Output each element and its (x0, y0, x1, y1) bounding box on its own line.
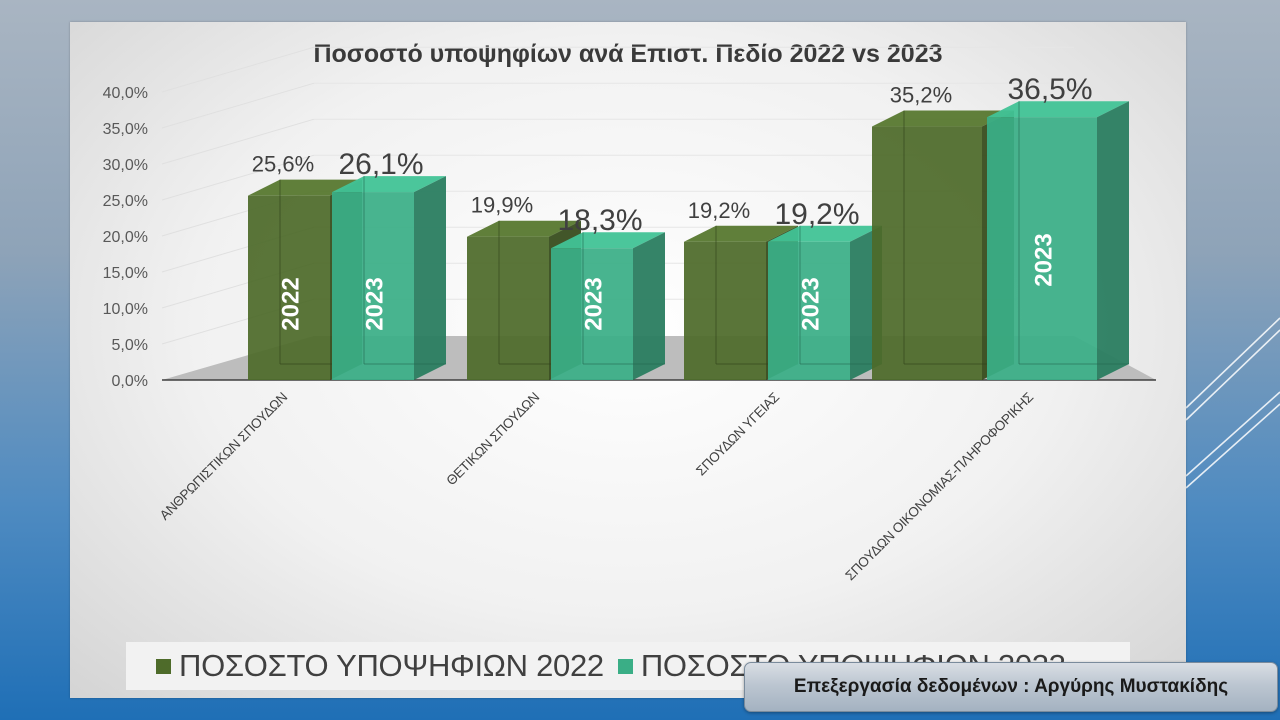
chart-panel: Ποσοστό υποψηφίων ανά Επιστ. Πεδίο 2022 … (70, 22, 1186, 698)
x-category-label-0: ΑΝΘΡΩΠΙΣΤΙΚΩΝ ΣΠΟΥΔΩΝ (157, 390, 290, 523)
bar-top (768, 225, 882, 242)
bar-inner-label-2023-1: 2023 (581, 277, 608, 330)
chart-svg: Ποσοστό υποψηφίων ανά Επιστ. Πεδίο 2022 … (103, 40, 1156, 584)
bar-front (248, 195, 330, 380)
legend-item-2022: ΠΟΣΟΣΤΟ ΥΠΟΨΗΦΙΩΝ 2022 (156, 648, 604, 684)
legend-swatch-2022 (156, 658, 171, 674)
y-tick-label: 30,0% (103, 157, 148, 174)
bar-2023-1 (551, 232, 665, 380)
y-tick-label: 10,0% (103, 301, 148, 318)
gridline-diag (161, 46, 315, 93)
data-label-2022-1: 19,9% (471, 193, 533, 218)
y-tick-label: 40,0% (103, 85, 148, 102)
data-label-2022-3: 35,2% (890, 83, 952, 108)
data-label-2022-2: 19,2% (688, 198, 750, 223)
bar-front (684, 241, 766, 380)
y-tick-label: 5,0% (112, 337, 148, 354)
bar-inner-label-2023-3: 2023 (1031, 233, 1058, 286)
bar-front (332, 192, 414, 380)
x-category-label-2: ΣΠΟΥΔΩΝ ΥΓΕΙΑΣ (693, 390, 782, 479)
data-label-2022-0: 25,6% (252, 152, 314, 177)
data-label-2023-3: 36,5% (1007, 73, 1092, 106)
bar-side (414, 176, 446, 380)
legend-label-2022: ΠΟΣΟΣΤΟ ΥΠΟΨΗΦΙΩΝ 2022 (179, 648, 604, 683)
bar-front (987, 117, 1097, 380)
y-tick-label: 20,0% (103, 229, 148, 246)
credit-box: Επεξεργασία δεδομένων : Αργύρης Μυστακίδ… (744, 662, 1278, 712)
bar-inner-label-2023-0: 2023 (362, 277, 389, 330)
bar-2023-3 (987, 101, 1129, 380)
credit-text: Επεξεργασία δεδομένων : Αργύρης Μυστακίδ… (793, 676, 1229, 697)
y-tick-label: 25,0% (103, 193, 148, 210)
bar-2023-0 (332, 176, 446, 380)
bar-side (633, 232, 665, 380)
y-tick-label: 0,0% (112, 373, 148, 390)
bar-front (467, 236, 549, 380)
data-label-2023-2: 19,2% (774, 198, 859, 231)
legend-swatch-2023 (617, 658, 633, 674)
chart-title: Ποσοστό υποψηφίων ανά Επιστ. Πεδίο 2022 … (313, 40, 942, 68)
bar-inner-label-2022-0: 2022 (278, 277, 305, 330)
gridline-diag (161, 82, 315, 129)
bar-front (872, 126, 982, 380)
bar-side (1097, 101, 1129, 380)
bar-2023-2 (768, 225, 882, 380)
gridline-diag (161, 118, 315, 165)
x-category-label-1: ΘΕΤΙΚΩΝ ΣΠΟΥΔΩΝ (443, 390, 542, 489)
bar-front (551, 248, 633, 380)
gridline-diag (161, 154, 315, 201)
bar-top (872, 110, 1014, 127)
x-category-label-3: ΣΠΟΥΔΩΝ ΟΙΚΟΝΟΜΙΑΣ-ΠΛΗΡΟΦΟΡΙΚΗΣ (842, 390, 1036, 584)
data-label-2023-1: 18,3% (557, 204, 642, 237)
bar-front (768, 241, 850, 380)
bar-top (684, 225, 798, 242)
bar-top (551, 232, 665, 249)
data-label-2023-0: 26,1% (338, 148, 423, 181)
y-tick-label: 35,0% (103, 121, 148, 138)
y-tick-label: 15,0% (103, 265, 148, 282)
bars-layer (248, 101, 1129, 380)
bar-top (332, 176, 446, 193)
bar-top (467, 220, 581, 237)
bar-inner-label-2023-2: 2023 (798, 277, 825, 330)
bar-top (987, 101, 1129, 118)
